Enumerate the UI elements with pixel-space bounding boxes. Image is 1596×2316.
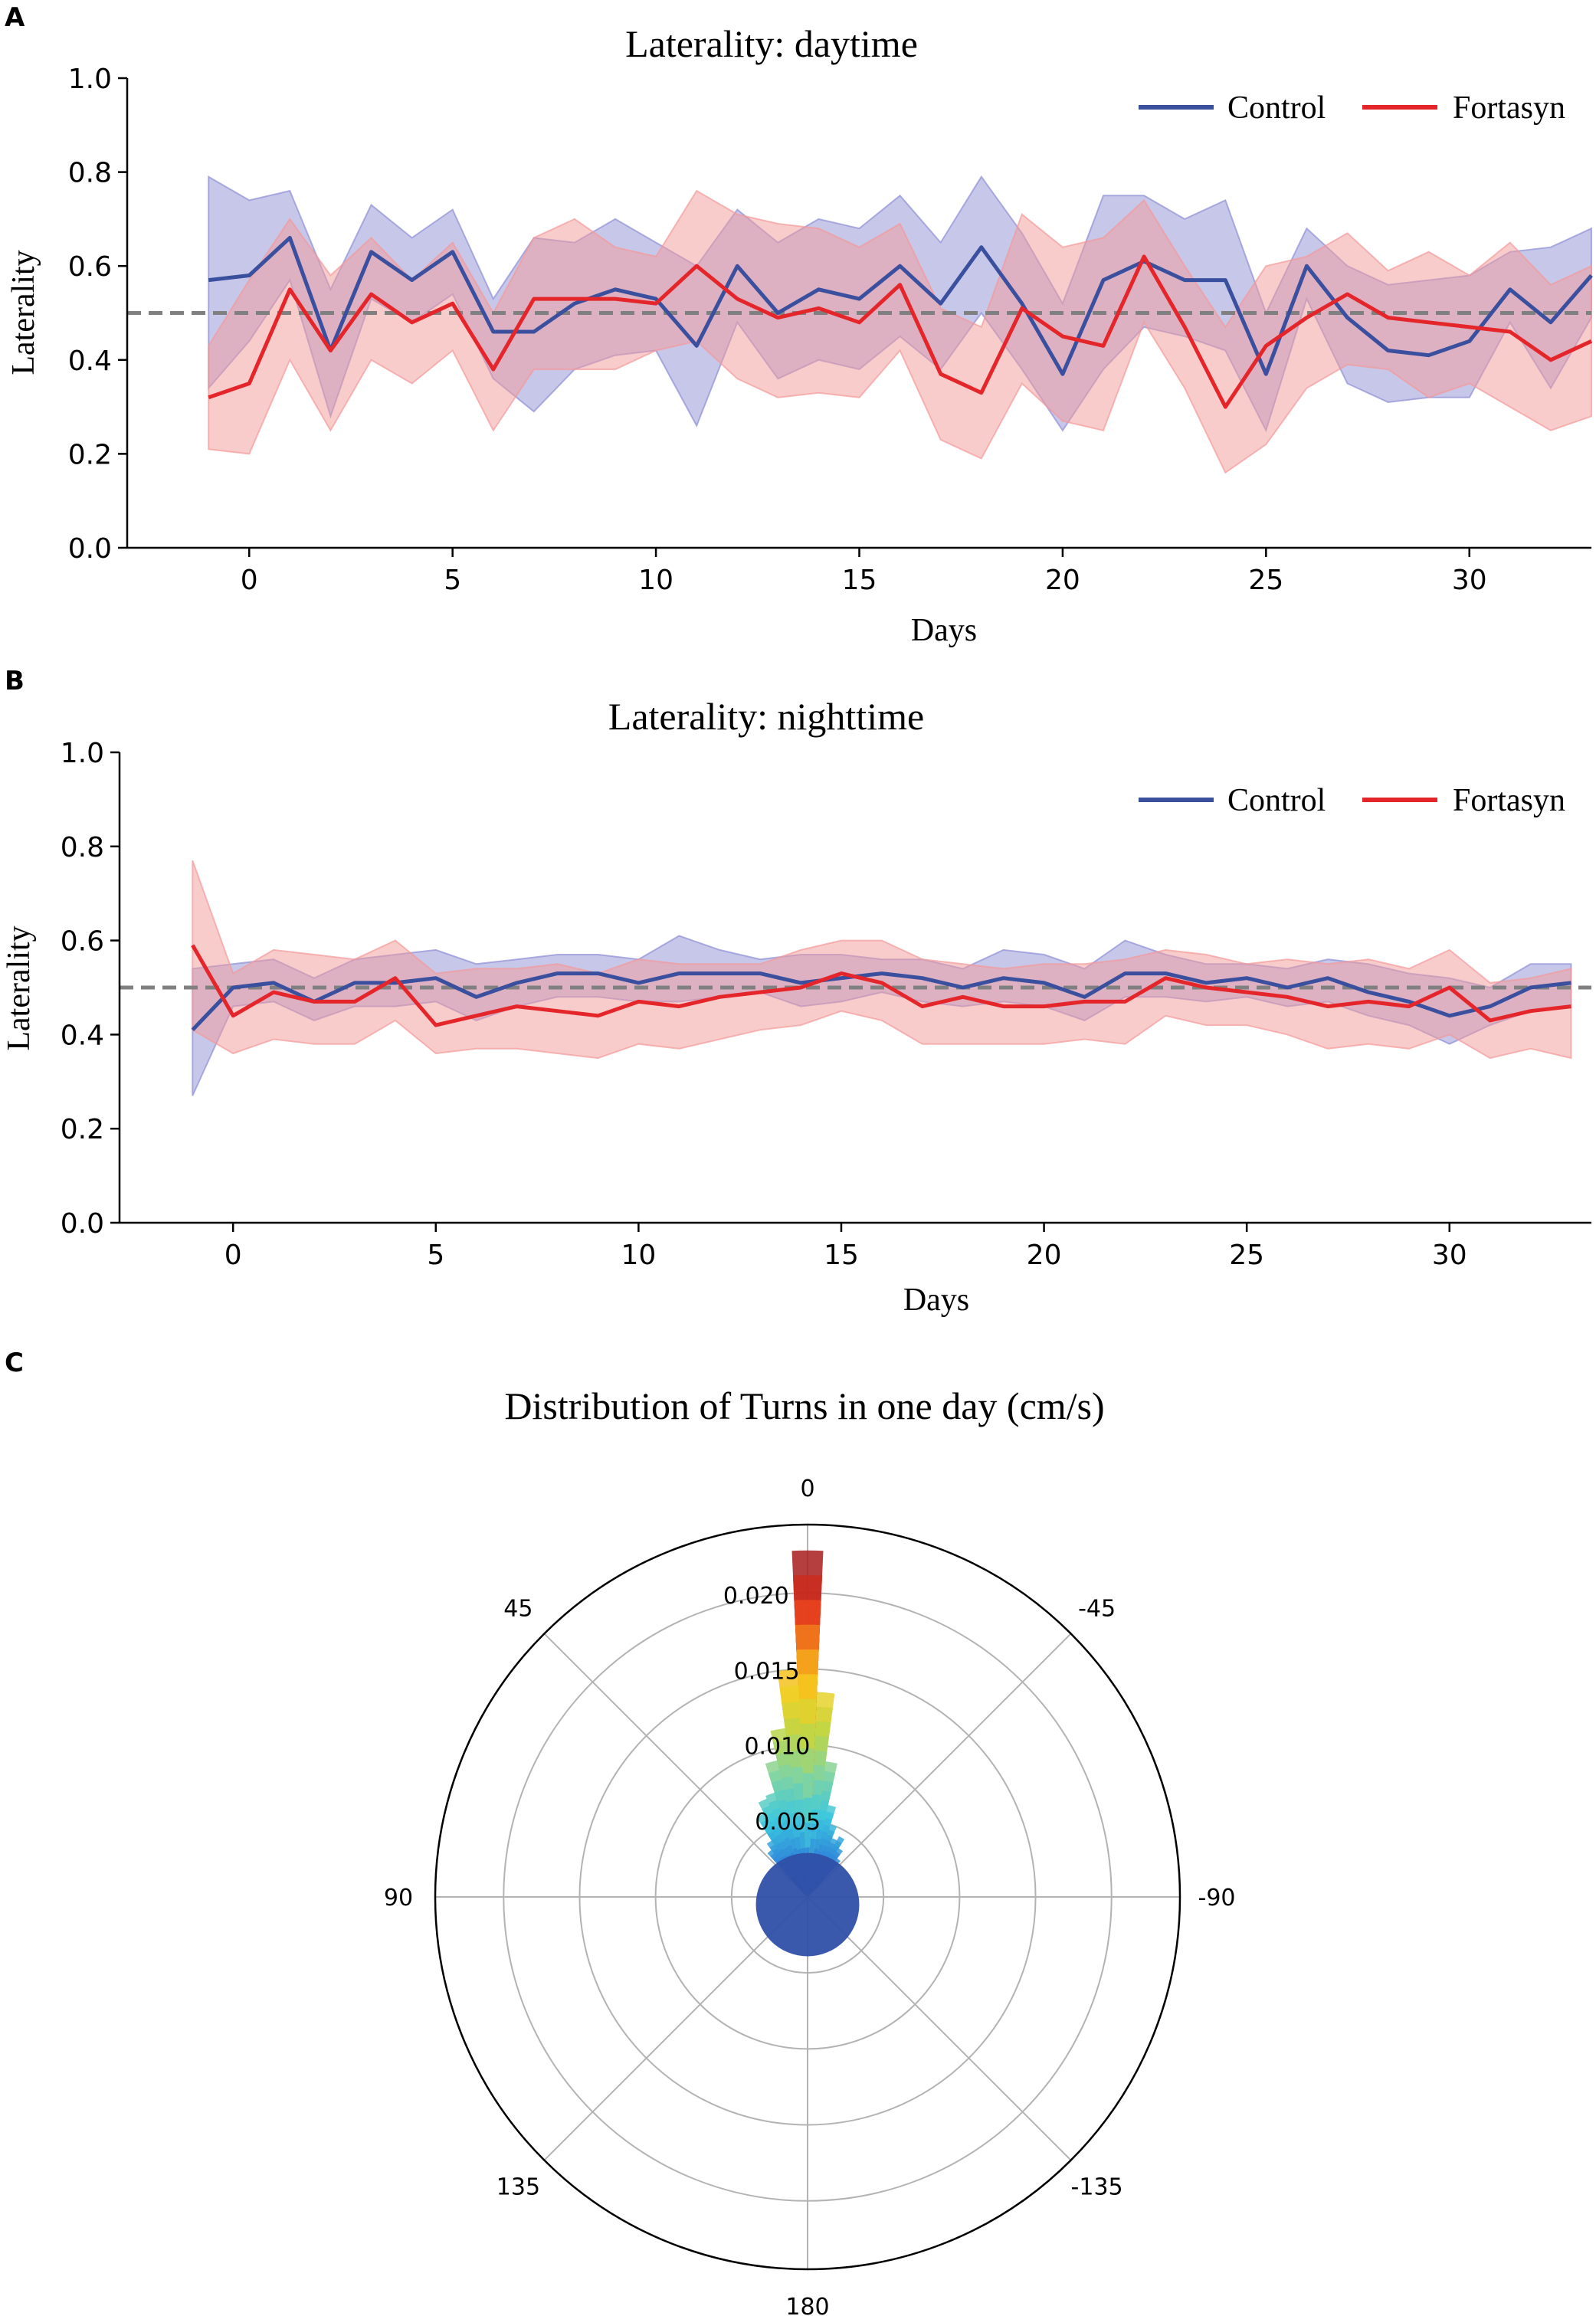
x-tick-label: 15: [824, 1240, 859, 1271]
band-fortasyn: [192, 860, 1572, 1060]
central-disk: [755, 1852, 860, 1957]
angular-grid-line: [807, 1896, 1072, 2161]
panel-c: C Distribution of Turns in one day (cm/s…: [5, 1348, 1236, 2316]
line-control: [191, 971, 1571, 1032]
polar-outer-ring: [434, 1523, 1181, 2271]
x-tick-label: 0: [224, 1240, 242, 1271]
panel-letter-c: C: [5, 1348, 24, 1378]
chart-title: Laterality: daytime: [625, 22, 918, 65]
x-tick-label: 10: [621, 1240, 656, 1271]
chart-title: Laterality: nighttime: [608, 695, 924, 738]
angular-grid-line: [543, 1633, 808, 1898]
x-axis-label: Days: [911, 613, 977, 648]
angle-tick-label: 45: [503, 1595, 533, 1622]
radial-tick-label: 0.005: [755, 1809, 821, 1836]
y-ticks: 0.0 0.2 0.4 0.6 0.8 1.0: [68, 64, 127, 565]
y-tick-label: 1.0: [61, 738, 104, 769]
radial-tick-label: 0.010: [744, 1734, 810, 1761]
confidence-bands: [192, 860, 1572, 1096]
x-axis-label: Days: [903, 1282, 969, 1318]
angle-tick-label: -90: [1198, 1885, 1236, 1911]
angle-tick-label: 180: [785, 2294, 829, 2316]
y-tick-label: 0.4: [61, 1020, 104, 1051]
y-tick-label: 0.2: [61, 1114, 104, 1145]
x-ticks: 0 5 10 15 20 25 30: [241, 548, 1487, 596]
x-tick-label: 30: [1452, 565, 1487, 596]
y-tick-label: 1.0: [68, 64, 112, 95]
radial-tick-labels: 0.005 0.010 0.015 0.020: [723, 1583, 821, 1836]
panel-a: A Laterality: daytime 0.0 0.2 0.4 0.6 0.8 1.0…: [5, 2, 1593, 648]
x-tick-label: 0: [241, 565, 258, 596]
y-tick-label: 0.4: [68, 346, 112, 377]
band-fortasyn: [208, 189, 1592, 474]
series-lines: [191, 944, 1571, 1032]
y-tick-label: 0.8: [68, 158, 112, 189]
y-ticks: 0.0 0.2 0.4 0.6 0.8 1.0: [61, 738, 120, 1240]
x-tick-label: 10: [638, 565, 673, 596]
y-axis-label: Laterality: [6, 250, 41, 375]
angle-tick-label: -45: [1078, 1595, 1116, 1622]
axes: [118, 752, 1591, 1224]
panel-b: B Laterality: nighttime 0.0 0.2 0.4 0.6 0.8 1…: [2, 666, 1591, 1318]
confidence-bands: [208, 175, 1592, 474]
angle-tick-label: -135: [1071, 2174, 1123, 2201]
legend-label-control: Control: [1227, 783, 1326, 818]
series-lines: [208, 235, 1593, 409]
radial-tick-label: 0.020: [723, 1583, 789, 1610]
legend-label-fortasyn: Fortasyn: [1453, 90, 1565, 126]
y-tick-label: 0.0: [61, 1208, 104, 1240]
y-axis-label: Laterality: [2, 925, 37, 1050]
legend-label-control: Control: [1227, 90, 1326, 126]
legend-label-fortasyn: Fortasyn: [1453, 783, 1565, 818]
panel-letter-a: A: [5, 2, 25, 33]
chart-title: Distribution of Turns in one day (cm/s): [504, 1384, 1104, 1427]
x-ticks: 0 5 10 15 20 25 30: [224, 1223, 1467, 1271]
angle-tick-label: 90: [384, 1885, 413, 1911]
x-tick-label: 5: [444, 565, 461, 596]
radial-tick-label: 0.015: [734, 1658, 800, 1685]
x-tick-label: 20: [1027, 1240, 1062, 1271]
angle-tick-labels: 0 -45 -90 -135 180 135 90 45: [384, 1476, 1236, 2316]
x-tick-label: 15: [842, 565, 877, 596]
x-tick-label: 30: [1432, 1240, 1467, 1271]
x-tick-label: 25: [1248, 565, 1283, 596]
angle-tick-label: 0: [800, 1476, 814, 1502]
legend: Control Fortasyn: [1139, 783, 1565, 818]
x-tick-label: 25: [1229, 1240, 1264, 1271]
line-control: [208, 235, 1593, 376]
angle-tick-label: 135: [496, 2174, 540, 2201]
line-fortasyn: [208, 254, 1593, 409]
line-fortasyn: [191, 944, 1571, 1027]
y-tick-label: 0.2: [68, 439, 112, 470]
legend: Control Fortasyn: [1139, 90, 1565, 126]
x-tick-label: 5: [427, 1240, 444, 1271]
y-tick-label: 0.6: [61, 926, 104, 958]
panel-letter-b: B: [5, 666, 25, 696]
y-tick-label: 0.8: [61, 832, 104, 863]
angular-grid-line: [807, 1633, 1072, 1898]
y-tick-label: 0.0: [68, 533, 112, 565]
x-tick-label: 20: [1045, 565, 1080, 596]
angular-grid-line: [543, 1896, 808, 2161]
y-tick-label: 0.6: [68, 251, 112, 283]
